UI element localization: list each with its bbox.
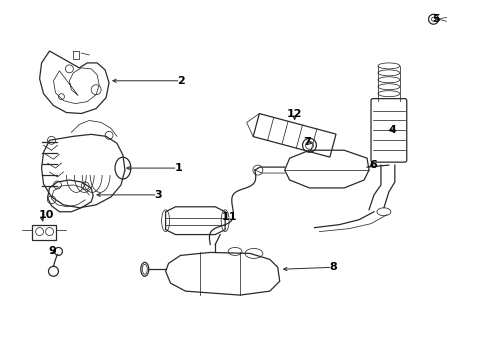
Text: 7: 7: [303, 137, 311, 147]
Text: 3: 3: [154, 190, 162, 200]
Text: 12: 12: [286, 108, 302, 118]
Text: 9: 9: [48, 247, 56, 256]
Text: 5: 5: [432, 14, 439, 24]
Text: 8: 8: [328, 262, 336, 272]
Text: 2: 2: [177, 76, 185, 86]
Text: 1: 1: [174, 163, 182, 173]
Text: 10: 10: [39, 210, 54, 220]
Text: 6: 6: [368, 160, 376, 170]
Text: 4: 4: [388, 125, 396, 135]
Text: 11: 11: [222, 212, 237, 222]
